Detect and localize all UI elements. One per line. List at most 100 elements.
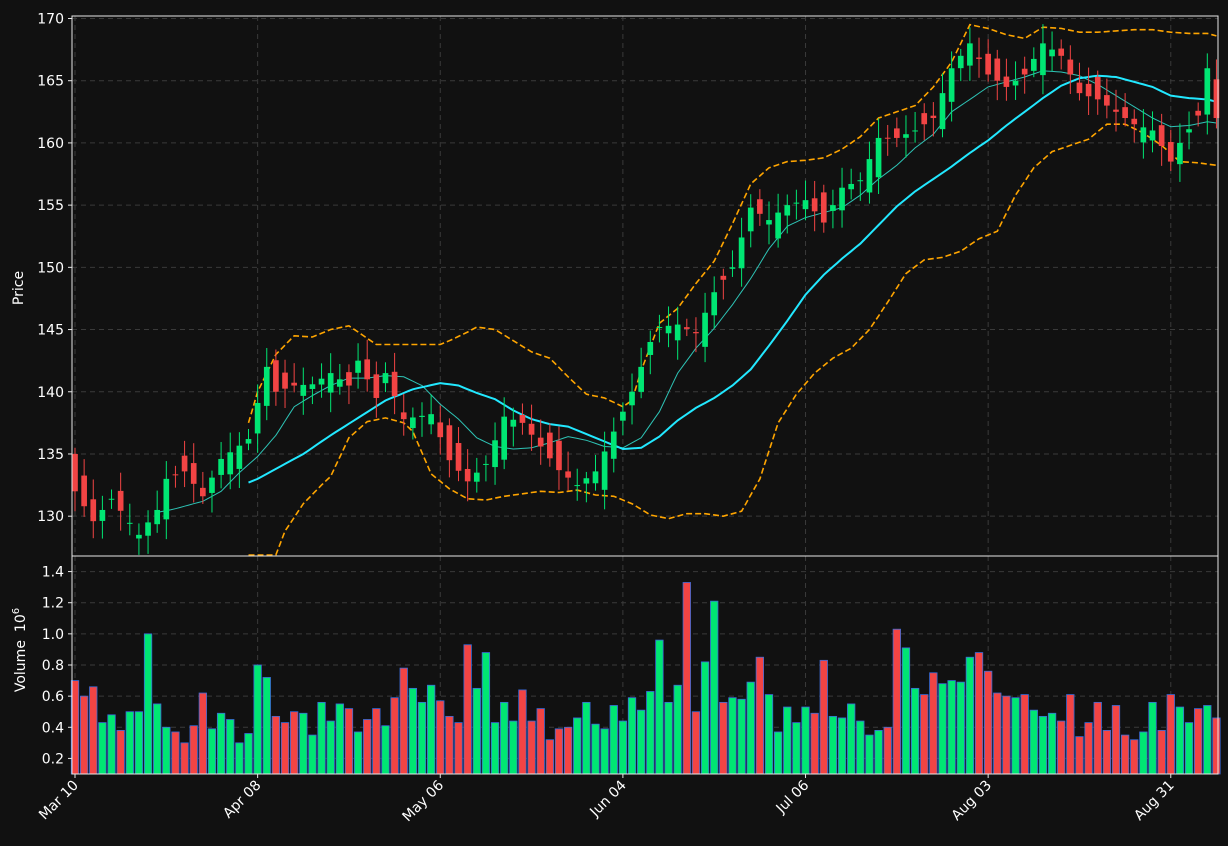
volume-bar: [655, 639, 664, 775]
price-tick-label: 130: [37, 509, 64, 525]
candle: [172, 465, 179, 488]
volume-bar: [600, 728, 609, 775]
volume-bar: [235, 742, 244, 775]
volume-bar: [134, 711, 144, 775]
candle-body: [254, 402, 261, 434]
volume-bar: [344, 708, 354, 775]
candle: [784, 194, 791, 234]
candle: [273, 349, 279, 406]
candle: [117, 472, 124, 531]
volume-bar: [399, 667, 408, 775]
bollinger-bands: [247, 23, 1217, 556]
candle-body: [136, 534, 142, 539]
bollinger-lower-line: [248, 123, 1217, 556]
volume-bars: [70, 582, 1221, 775]
moving-averages: [157, 70, 1217, 513]
candle-body: [1204, 68, 1211, 115]
volume-bar: [929, 672, 938, 775]
volume-bar: [290, 711, 299, 775]
volume-bar: [353, 731, 363, 775]
candle: [820, 184, 827, 233]
volume-bar: [372, 708, 381, 775]
candle: [656, 314, 663, 343]
candle: [985, 39, 991, 82]
volume-bar: [500, 701, 509, 775]
volume-bar: [901, 647, 911, 775]
candle-body: [921, 113, 928, 125]
volume-bar: [874, 730, 883, 775]
candle: [528, 404, 535, 451]
candle: [209, 470, 215, 513]
candle-body: [1040, 43, 1046, 76]
candle: [1186, 111, 1192, 150]
candle: [282, 359, 288, 409]
candle: [218, 442, 224, 489]
price-tick-label: 170: [37, 11, 64, 27]
volume-tick-label: 0.4: [42, 720, 64, 736]
candle: [537, 419, 544, 465]
candle-body: [620, 411, 626, 421]
candle-body: [1140, 127, 1147, 143]
candle: [455, 427, 462, 482]
candle-body: [738, 237, 745, 269]
volume-bar: [1175, 706, 1185, 775]
candle-body: [519, 414, 526, 423]
volume-bar: [280, 722, 290, 775]
candle: [1058, 39, 1065, 70]
volume-bar: [910, 687, 920, 775]
candle-body: [912, 130, 918, 132]
volume-bar: [646, 691, 655, 775]
candle-body: [200, 487, 206, 497]
volume-bar: [737, 698, 746, 775]
candle: [766, 201, 772, 245]
volume-bar: [1148, 701, 1157, 775]
candle-body: [1195, 110, 1202, 116]
candle: [145, 510, 151, 554]
candle: [1049, 31, 1055, 71]
candle-body: [802, 200, 809, 210]
candle-body: [300, 384, 307, 396]
volume-bar: [609, 705, 618, 775]
candle-body: [336, 379, 343, 387]
ma-long-line: [248, 74, 1217, 484]
volume-bar: [1066, 694, 1075, 775]
candle: [1158, 113, 1165, 166]
volume-axis-exponent-power: 6: [11, 608, 22, 614]
candle-body: [1021, 68, 1028, 75]
volume-bar: [984, 670, 993, 775]
volume-bar: [216, 712, 226, 775]
candle-body: [1177, 142, 1183, 165]
volume-bar: [837, 717, 847, 775]
price-tick-label: 155: [37, 198, 64, 214]
candle: [811, 180, 818, 232]
price-axis: 130 135 140 145 150 155 160 165 170: [37, 11, 72, 525]
candle: [1030, 47, 1037, 78]
candle-body: [528, 423, 535, 435]
volume-bar: [317, 701, 326, 775]
date-tick-label: Jun 04: [586, 777, 629, 820]
candle-body: [309, 384, 316, 389]
candle: [1213, 59, 1220, 129]
candle: [446, 418, 453, 478]
candle: [957, 48, 964, 82]
volume-bar: [554, 728, 564, 775]
volume-bar: [1203, 705, 1212, 775]
volume-bar: [582, 701, 591, 775]
candle: [638, 347, 644, 399]
candle-body: [273, 360, 279, 392]
volume-bar: [98, 722, 107, 775]
candle-body: [775, 212, 781, 239]
volume-bar: [180, 742, 189, 775]
candle: [90, 479, 97, 539]
candle: [254, 384, 261, 453]
date-tick-label: Aug 03: [949, 778, 995, 824]
candle-body: [720, 275, 727, 280]
candle-body: [948, 68, 955, 102]
candle: [483, 455, 489, 482]
candle: [190, 443, 197, 503]
volume-bar: [710, 600, 719, 775]
volume-bar: [1166, 694, 1175, 775]
volume-bar: [107, 714, 116, 775]
candle: [583, 471, 590, 503]
candle: [291, 363, 297, 393]
